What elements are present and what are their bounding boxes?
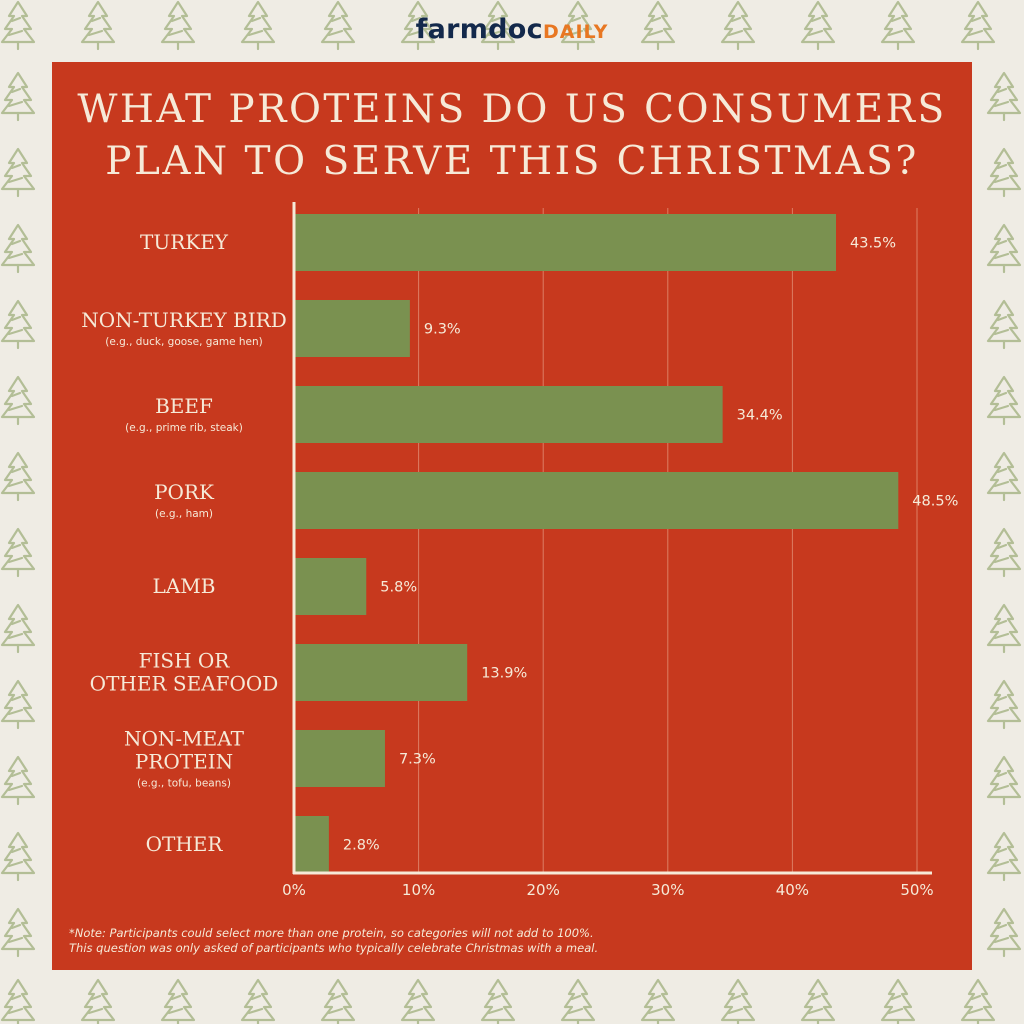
- category-label-0-line-0: TURKEY: [140, 230, 229, 254]
- christmas-tree-icon: [0, 831, 36, 882]
- christmas-tree-icon: [640, 978, 676, 1024]
- data-label-6: 7.3%: [399, 752, 436, 768]
- x-tick-label-4: 40%: [776, 881, 809, 899]
- christmas-tree-icon: [400, 0, 436, 51]
- christmas-tree-icon: [986, 71, 1022, 122]
- christmas-tree-icon: [986, 679, 1022, 730]
- christmas-tree-icon: [986, 603, 1022, 654]
- data-label-0: 43.5%: [850, 236, 896, 252]
- christmas-tree-icon: [986, 375, 1022, 426]
- christmas-tree-icon: [0, 451, 36, 502]
- christmas-tree-icon: [400, 978, 436, 1024]
- data-label-1: 9.3%: [424, 322, 461, 338]
- christmas-tree-icon: [800, 0, 836, 51]
- data-label-4: 5.8%: [380, 580, 417, 596]
- christmas-tree-icon: [240, 978, 276, 1024]
- category-label-5-line-1: OTHER SEAFOOD: [90, 672, 279, 696]
- category-sublabel-3: (e.g., ham): [155, 508, 213, 520]
- farmdoc-daily-logo: farmdocDAILY: [0, 14, 1024, 45]
- x-tick-label-3: 30%: [651, 881, 684, 899]
- christmas-tree-icon: [986, 527, 1022, 578]
- data-label-3: 48.5%: [912, 494, 958, 510]
- x-tick-label-0: 0%: [282, 881, 306, 899]
- christmas-tree-icon: [880, 0, 916, 51]
- christmas-tree-icon: [0, 0, 36, 51]
- christmas-tree-icon: [0, 375, 36, 426]
- christmas-tree-icon: [480, 978, 516, 1024]
- christmas-tree-icon: [960, 0, 996, 51]
- bar-chart: 43.5% 9.3% 34.4% 48.5% 5.8% 13.9% 7.3% 2.8% TURK…: [81, 202, 958, 899]
- category-label-4-line-0: LAMB: [153, 574, 216, 598]
- christmas-tree-icon: [160, 0, 196, 51]
- christmas-tree-icon: [880, 978, 916, 1024]
- chart-title-line-2: PLAN TO SERVE THIS CHRISTMAS?: [105, 139, 919, 184]
- bar-5: [294, 644, 468, 701]
- christmas-tree-icon: [986, 299, 1022, 350]
- christmas-tree-icon: [0, 978, 36, 1024]
- christmas-tree-icon: [720, 0, 756, 51]
- christmas-tree-icon: [986, 907, 1022, 958]
- christmas-tree-icon: [560, 0, 596, 51]
- category-label-3-line-0: PORK: [154, 480, 215, 504]
- logo-part-daily: DAILY: [542, 21, 609, 43]
- chart-title: WHAT PROTEINS DO US CONSUMERS PLAN TO SE…: [52, 84, 972, 188]
- christmas-tree-icon: [960, 978, 996, 1024]
- christmas-tree-icon: [80, 0, 116, 51]
- christmas-tree-icon: [240, 0, 276, 51]
- category-label-1-line-0: NON-TURKEY BIRD: [81, 308, 287, 332]
- bar-6: [294, 730, 385, 787]
- x-tick-label-5: 50%: [900, 881, 933, 899]
- chart-panel: WHAT PROTEINS DO US CONSUMERS PLAN TO SE…: [52, 62, 972, 970]
- chart-title-line-1: WHAT PROTEINS DO US CONSUMERS: [77, 87, 947, 132]
- category-sublabel-1: (e.g., duck, goose, game hen): [105, 336, 263, 348]
- christmas-tree-icon: [560, 978, 596, 1024]
- footnote: *Note: Participants could select more th…: [69, 926, 959, 956]
- footnote-line-2: This question was only asked of particip…: [69, 941, 599, 955]
- christmas-tree-icon: [986, 223, 1022, 274]
- footnote-line-1: *Note: Participants could select more th…: [69, 926, 594, 940]
- christmas-tree-icon: [480, 0, 516, 51]
- data-label-5: 13.9%: [481, 666, 527, 682]
- bar-0: [294, 214, 837, 271]
- category-label-7-line-0: OTHER: [146, 832, 224, 856]
- data-label-7: 2.8%: [343, 838, 380, 854]
- christmas-tree-icon: [0, 223, 36, 274]
- christmas-tree-icon: [0, 755, 36, 806]
- data-label-2: 34.4%: [737, 408, 783, 424]
- christmas-tree-icon: [0, 603, 36, 654]
- category-sublabel-6: (e.g., tofu, beans): [137, 778, 231, 790]
- christmas-tree-icon: [0, 679, 36, 730]
- category-sublabel-2: (e.g., prime rib, steak): [125, 422, 243, 434]
- christmas-tree-icon: [0, 299, 36, 350]
- x-tick-label-2: 20%: [527, 881, 560, 899]
- christmas-tree-icon: [800, 978, 836, 1024]
- bar-7: [294, 816, 329, 873]
- christmas-tree-icon: [0, 527, 36, 578]
- christmas-tree-icon: [986, 755, 1022, 806]
- christmas-tree-icon: [986, 451, 1022, 502]
- bar-4: [294, 558, 367, 615]
- christmas-tree-icon: [720, 978, 756, 1024]
- bar-3: [294, 472, 899, 529]
- christmas-tree-icon: [80, 978, 116, 1024]
- christmas-tree-icon: [320, 0, 356, 51]
- category-label-6-line-0: NON-MEAT: [124, 727, 245, 751]
- christmas-tree-icon: [0, 71, 36, 122]
- category-label-2-line-0: BEEF: [155, 394, 213, 418]
- bar-2: [294, 386, 723, 443]
- christmas-tree-icon: [0, 907, 36, 958]
- christmas-tree-icon: [986, 147, 1022, 198]
- christmas-tree-icon: [0, 147, 36, 198]
- christmas-tree-icon: [640, 0, 676, 51]
- christmas-tree-icon: [160, 978, 196, 1024]
- christmas-tree-icon: [986, 831, 1022, 882]
- bar-1: [294, 300, 410, 357]
- christmas-tree-icon: [320, 978, 356, 1024]
- category-label-5-line-0: FISH OR: [139, 649, 231, 673]
- category-label-6-line-1: PROTEIN: [135, 750, 233, 774]
- logo-part-farmdoc: farmdoc: [415, 14, 543, 45]
- x-tick-label-1: 10%: [402, 881, 435, 899]
